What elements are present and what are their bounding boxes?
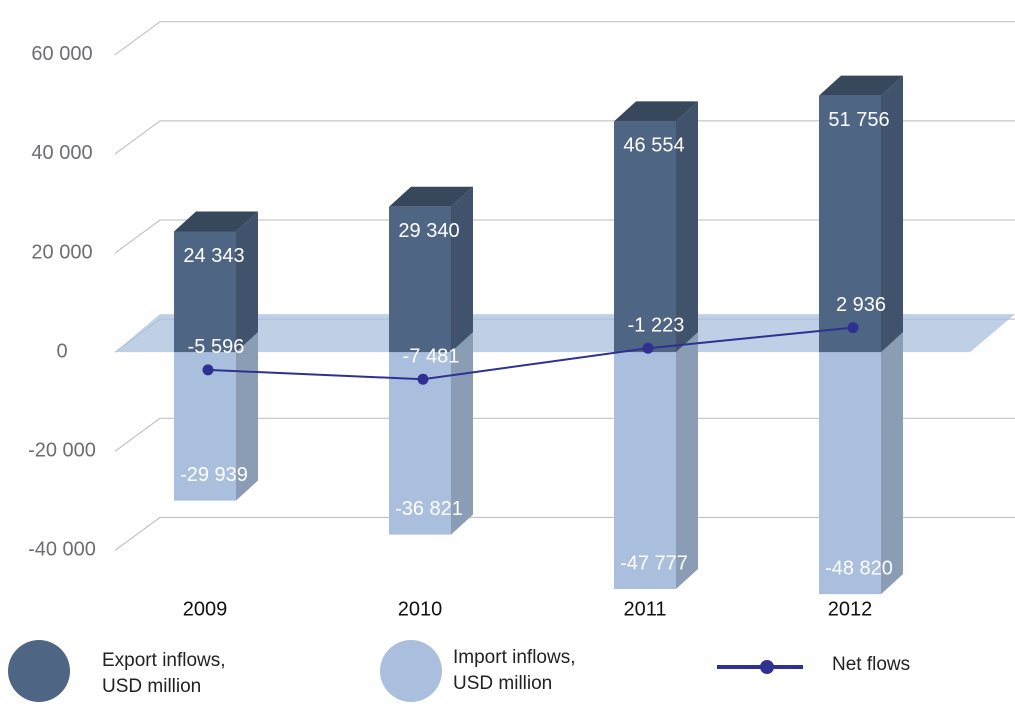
y-tick-label: 40 000 — [31, 142, 92, 164]
net-marker — [847, 322, 859, 334]
value-label: 29 340 — [398, 220, 459, 242]
grid-line — [114, 417, 1015, 452]
bar — [389, 186, 473, 353]
bar-side — [881, 332, 903, 595]
zero-plane — [115, 314, 1015, 353]
bar-side — [236, 332, 258, 501]
bar-front — [174, 352, 236, 501]
value-label: 51 756 — [828, 109, 889, 131]
bar-side — [451, 186, 473, 353]
chart: -40 000 -20 000 0 20 000 40 000 60 000 -29 939… — [28, 21, 1015, 620]
y-tick-label: 0 — [56, 340, 67, 362]
net-marker — [642, 342, 654, 354]
value-label: -47 777 — [620, 552, 688, 574]
value-label: -1 223 — [628, 315, 685, 337]
bar-side — [236, 211, 258, 353]
bar-side — [676, 101, 698, 353]
y-tick-label: 60 000 — [31, 43, 92, 65]
legend-label: Export inflows, USD million — [102, 650, 226, 697]
legend-label: Import inflows, USD million — [453, 647, 576, 694]
legend-line — [717, 660, 803, 674]
value-label: -48 820 — [825, 557, 893, 579]
bar-front — [819, 352, 881, 595]
legend-swatch — [8, 640, 70, 702]
grid-line — [114, 516, 1015, 551]
value-label: 46 554 — [623, 135, 684, 157]
value-label: -5 596 — [188, 336, 245, 358]
bar-front — [389, 206, 451, 353]
grid-line — [114, 21, 1015, 56]
bar — [819, 75, 903, 353]
x-tick-label: 2012 — [828, 598, 873, 620]
bar-front — [614, 352, 676, 589]
net-line — [207, 326, 854, 381]
x-tick-label: 2011 — [623, 598, 666, 620]
bar — [174, 211, 258, 353]
bar-top — [819, 75, 903, 96]
legend-swatch — [380, 640, 442, 702]
y-tick-label: -20 000 — [28, 440, 96, 462]
bar — [614, 101, 698, 353]
grid-line — [114, 219, 1015, 254]
bar-top — [614, 101, 698, 122]
bar-side — [881, 75, 903, 353]
bar-front — [389, 352, 451, 535]
bar-side — [451, 332, 473, 535]
legend-marker — [760, 660, 774, 674]
grid-line — [114, 120, 1015, 155]
value-label: -7 481 — [403, 346, 460, 368]
y-tick-label: -40 000 — [28, 539, 96, 561]
y-tick-label: 20 000 — [31, 241, 92, 263]
x-tick-label: 2009 — [183, 598, 228, 620]
value-label: 24 343 — [183, 245, 244, 267]
bar-front — [614, 121, 676, 353]
value-label: -29 939 — [180, 464, 248, 486]
bar-top — [389, 186, 473, 207]
legend-label: Net flows — [832, 654, 911, 675]
bar-front — [819, 95, 881, 353]
net-marker — [202, 364, 214, 376]
value-label: 2 936 — [836, 294, 886, 316]
net-marker — [417, 373, 429, 385]
bar-front — [174, 231, 236, 353]
bar — [819, 332, 903, 595]
bar-top — [174, 211, 258, 232]
bar-side — [676, 332, 698, 589]
value-label: -36 821 — [395, 498, 463, 520]
bar — [614, 332, 698, 589]
x-tick-label: 2010 — [398, 598, 443, 620]
